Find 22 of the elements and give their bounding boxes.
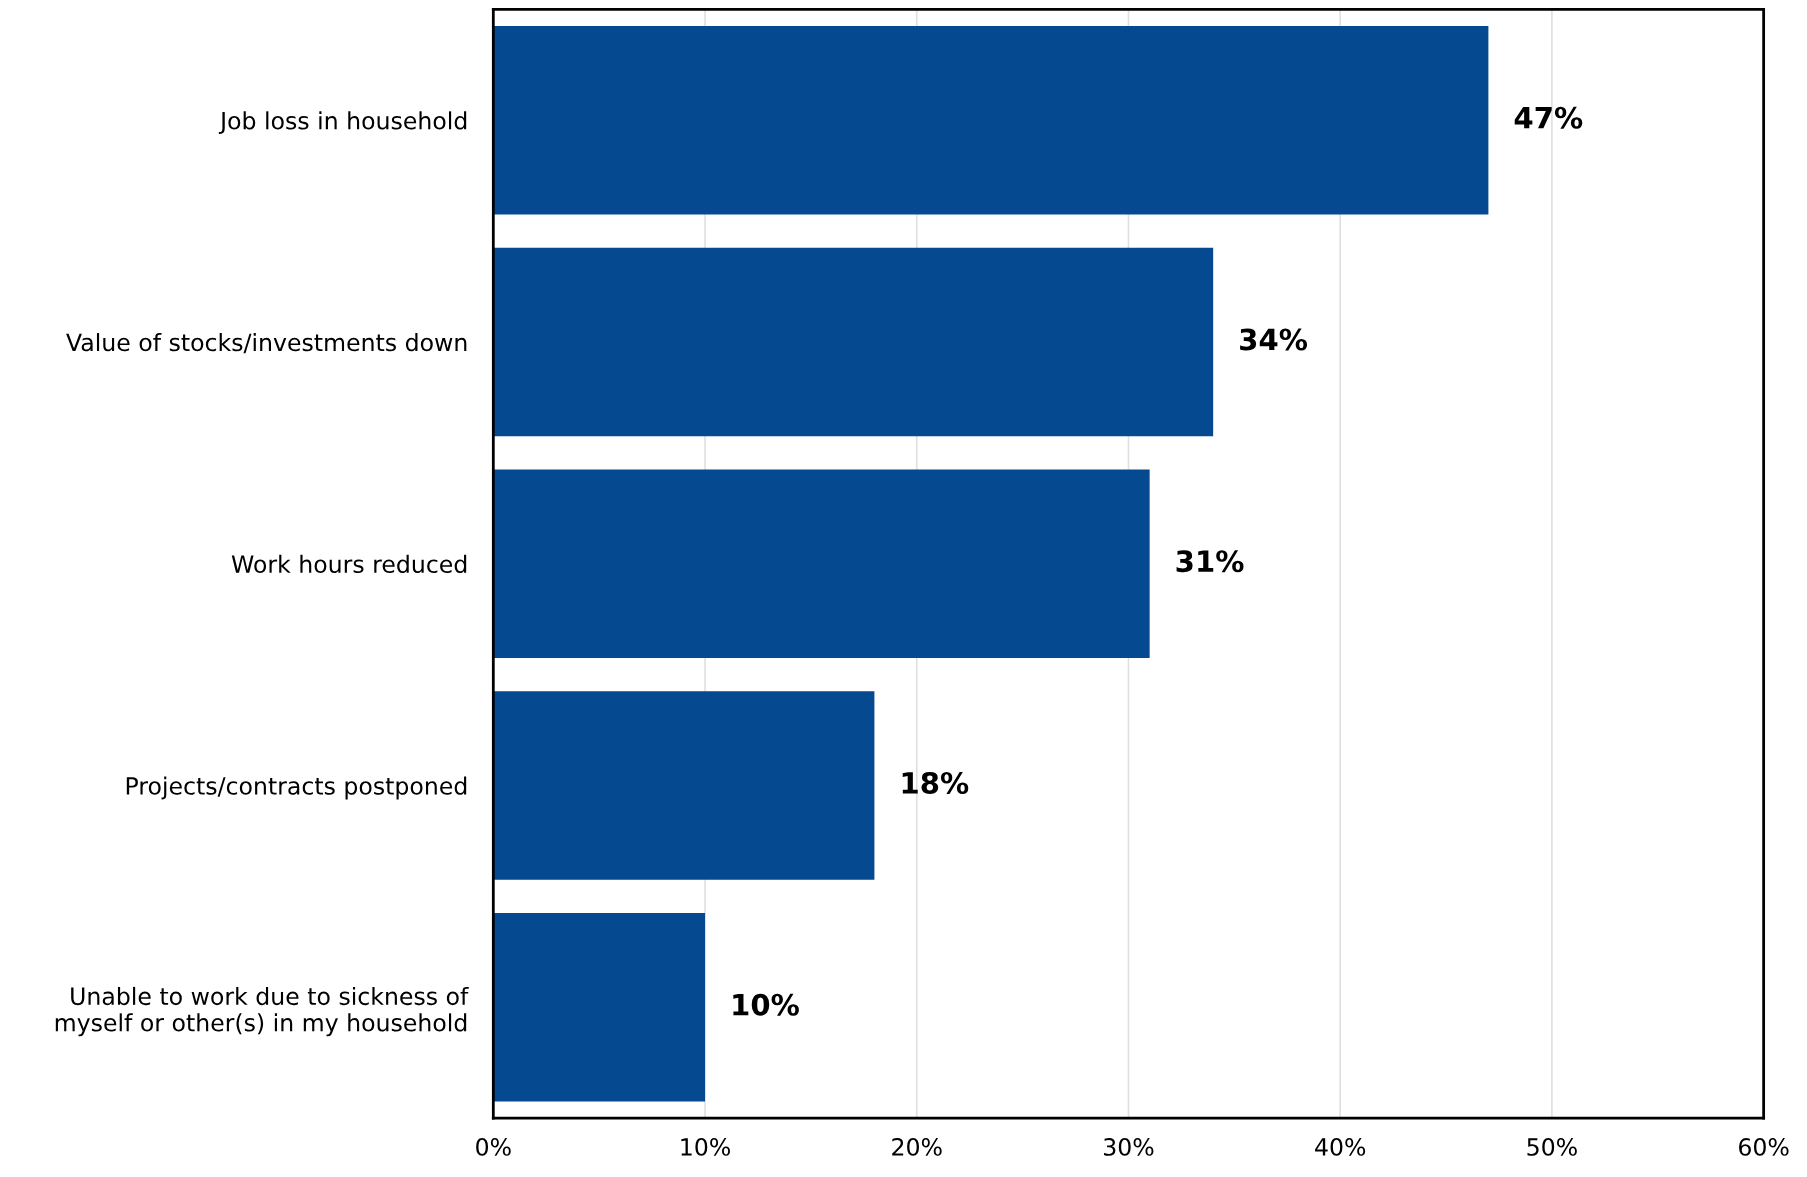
- bar: [493, 26, 1489, 215]
- x-tick-label: 40%: [1315, 1138, 1366, 1156]
- bar: [493, 913, 706, 1102]
- x-tick-label: 60%: [1739, 1138, 1789, 1156]
- data-label: 34%: [1240, 328, 1308, 351]
- data-label: 47%: [1514, 106, 1583, 129]
- bar: [493, 247, 1214, 437]
- x-tick-label: 10%: [681, 1138, 730, 1156]
- x-tick-label: 50%: [1527, 1138, 1577, 1156]
- x-tick-label: 30%: [1104, 1138, 1154, 1156]
- y-tick-label: Value of stocks/investments down: [66, 333, 467, 354]
- data-label: 10%: [733, 993, 799, 1016]
- y-tick-label: Job loss in household: [218, 111, 467, 134]
- y-tick-label: Work hours reduced: [231, 554, 467, 574]
- y-tick-label: Projects/contracts postponed: [126, 776, 467, 800]
- data-label: 18%: [902, 771, 969, 794]
- bar: [493, 691, 875, 880]
- x-tick-label: 0%: [476, 1138, 511, 1156]
- data-label: 31%: [1176, 550, 1244, 573]
- x-tick-label: 20%: [892, 1138, 942, 1156]
- y-tick-label: Unable to work due to sickness of myself or other(s) in my household: [55, 986, 469, 1037]
- bar: [493, 469, 1150, 659]
